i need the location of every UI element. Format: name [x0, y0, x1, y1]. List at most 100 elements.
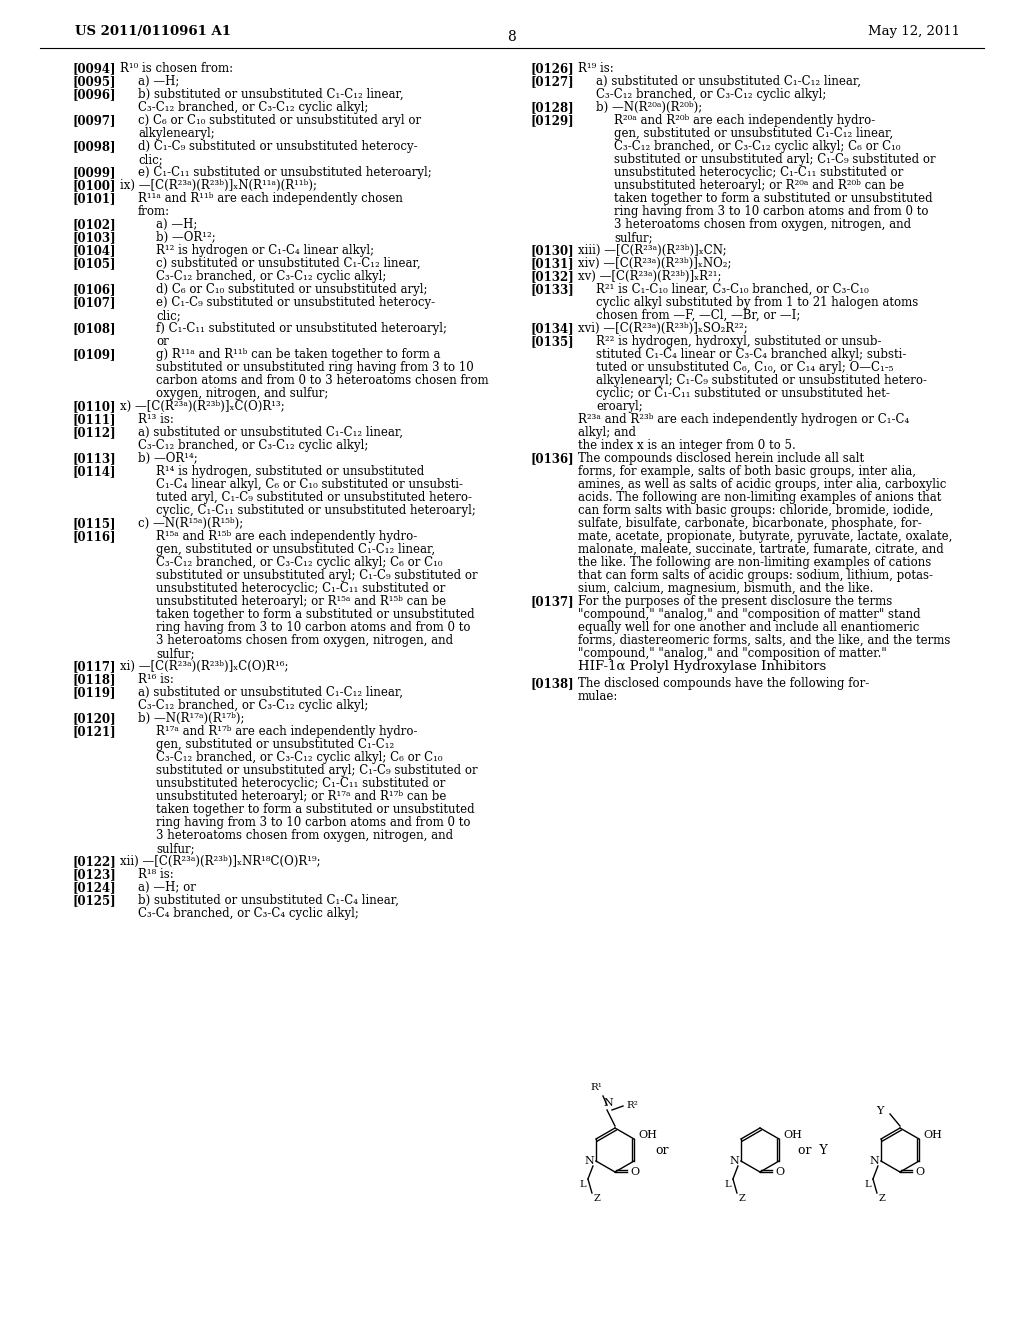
Text: OH: OH — [783, 1130, 802, 1140]
Text: unsubstituted heteroaryl; or R¹⁷ᵃ and R¹⁷ᵇ can be: unsubstituted heteroaryl; or R¹⁷ᵃ and R¹… — [156, 789, 446, 803]
Text: R²⁰ᵃ and R²⁰ᵇ are each independently hydro-: R²⁰ᵃ and R²⁰ᵇ are each independently hyd… — [614, 114, 876, 127]
Text: L: L — [580, 1180, 586, 1189]
Text: that can form salts of acidic groups: sodium, lithium, potas-: that can form salts of acidic groups: so… — [578, 569, 933, 582]
Text: xiv) —[C(R²³ᵃ)(R²³ᵇ)]ₓNO₂;: xiv) —[C(R²³ᵃ)(R²³ᵇ)]ₓNO₂; — [578, 257, 731, 271]
Text: alkylenearyl; C₁-C₉ substituted or unsubstituted hetero-: alkylenearyl; C₁-C₉ substituted or unsub… — [596, 374, 927, 387]
Text: sulfate, bisulfate, carbonate, bicarbonate, phosphate, for-: sulfate, bisulfate, carbonate, bicarbona… — [578, 517, 922, 531]
Text: stituted C₁-C₄ linear or C₃-C₄ branched alkyl; substi-: stituted C₁-C₄ linear or C₃-C₄ branched … — [596, 348, 906, 360]
Text: R²³ᵃ and R²³ᵇ are each independently hydrogen or C₁-C₄: R²³ᵃ and R²³ᵇ are each independently hyd… — [578, 413, 909, 426]
Text: a) —H;: a) —H; — [156, 218, 198, 231]
Text: f) C₁-C₁₁ substituted or unsubstituted heteroaryl;: f) C₁-C₁₁ substituted or unsubstituted h… — [156, 322, 447, 335]
Text: [0136]: [0136] — [530, 451, 573, 465]
Text: C₃-C₁₂ branched, or C₃-C₁₂ cyclic alkyl;: C₃-C₁₂ branched, or C₃-C₁₂ cyclic alkyl; — [156, 271, 386, 282]
Text: R¹³ is:: R¹³ is: — [138, 413, 174, 426]
Text: N: N — [729, 1156, 739, 1166]
Text: clic;: clic; — [156, 309, 181, 322]
Text: 3 heteroatoms chosen from oxygen, nitrogen, and: 3 heteroatoms chosen from oxygen, nitrog… — [156, 634, 454, 647]
Text: C₃-C₁₂ branched, or C₃-C₁₂ cyclic alkyl; C₆ or C₁₀: C₃-C₁₂ branched, or C₃-C₁₂ cyclic alkyl;… — [156, 751, 442, 764]
Text: R²² is hydrogen, hydroxyl, substituted or unsub-: R²² is hydrogen, hydroxyl, substituted o… — [596, 335, 882, 348]
Text: C₃-C₄ branched, or C₃-C₄ cyclic alkyl;: C₃-C₄ branched, or C₃-C₄ cyclic alkyl; — [138, 907, 358, 920]
Text: ring having from 3 to 10 carbon atoms and from 0 to: ring having from 3 to 10 carbon atoms an… — [156, 620, 470, 634]
Text: [0121]: [0121] — [72, 725, 116, 738]
Text: [0110]: [0110] — [72, 400, 116, 413]
Text: a) substituted or unsubstituted C₁-C₁₂ linear,: a) substituted or unsubstituted C₁-C₁₂ l… — [138, 686, 403, 700]
Text: or  Y: or Y — [798, 1143, 827, 1156]
Text: R²: R² — [626, 1101, 638, 1110]
Text: c) —N(R¹⁵ᵃ)(R¹⁵ᵇ);: c) —N(R¹⁵ᵃ)(R¹⁵ᵇ); — [138, 517, 244, 531]
Text: [0118]: [0118] — [72, 673, 116, 686]
Text: forms, diastereomeric forms, salts, and the like, and the terms: forms, diastereomeric forms, salts, and … — [578, 634, 950, 647]
Text: Y: Y — [877, 1106, 884, 1115]
Text: O: O — [915, 1167, 924, 1177]
Text: cyclic, C₁-C₁₁ substituted or unsubstituted heteroaryl;: cyclic, C₁-C₁₁ substituted or unsubstitu… — [156, 504, 476, 517]
Text: eroaryl;: eroaryl; — [596, 400, 643, 413]
Text: taken together to form a substituted or unsubstituted: taken together to form a substituted or … — [156, 609, 475, 620]
Text: [0103]: [0103] — [72, 231, 116, 244]
Text: [0099]: [0099] — [72, 166, 116, 180]
Text: ring having from 3 to 10 carbon atoms and from 0 to: ring having from 3 to 10 carbon atoms an… — [156, 816, 470, 829]
Text: [0126]: [0126] — [530, 62, 573, 75]
Text: cyclic; or C₁-C₁₁ substituted or unsubstituted het-: cyclic; or C₁-C₁₁ substituted or unsubst… — [596, 387, 890, 400]
Text: [0111]: [0111] — [72, 413, 116, 426]
Text: [0098]: [0098] — [72, 140, 116, 153]
Text: [0122]: [0122] — [72, 855, 116, 869]
Text: e) C₁-C₁₁ substituted or unsubstituted heteroaryl;: e) C₁-C₁₁ substituted or unsubstituted h… — [138, 166, 432, 180]
Text: For the purposes of the present disclosure the terms: For the purposes of the present disclosu… — [578, 595, 892, 609]
Text: C₃-C₁₂ branched, or C₃-C₁₂ cyclic alkyl;: C₃-C₁₂ branched, or C₃-C₁₂ cyclic alkyl; — [138, 700, 369, 711]
Text: xi) —[C(R²³ᵃ)(R²³ᵇ)]ₓC(O)R¹⁶;: xi) —[C(R²³ᵃ)(R²³ᵇ)]ₓC(O)R¹⁶; — [120, 660, 289, 673]
Text: [0113]: [0113] — [72, 451, 116, 465]
Text: [0108]: [0108] — [72, 322, 116, 335]
Text: O: O — [630, 1167, 639, 1177]
Text: forms, for example, salts of both basic groups, inter alia,: forms, for example, salts of both basic … — [578, 465, 916, 478]
Text: US 2011/0110961 A1: US 2011/0110961 A1 — [75, 25, 231, 38]
Text: sium, calcium, magnesium, bismuth, and the like.: sium, calcium, magnesium, bismuth, and t… — [578, 582, 873, 595]
Text: unsubstituted heteroaryl; or R²⁰ᵃ and R²⁰ᵇ can be: unsubstituted heteroaryl; or R²⁰ᵃ and R²… — [614, 180, 904, 191]
Text: alkyl; and: alkyl; and — [578, 426, 636, 440]
Text: Z: Z — [879, 1195, 886, 1203]
Text: [0101]: [0101] — [72, 191, 116, 205]
Text: the index x is an integer from 0 to 5.: the index x is an integer from 0 to 5. — [578, 440, 796, 451]
Text: d) C₆ or C₁₀ substituted or unsubstituted aryl;: d) C₆ or C₁₀ substituted or unsubstitute… — [156, 282, 427, 296]
Text: substituted or unsubstituted aryl; C₁-C₉ substituted or: substituted or unsubstituted aryl; C₁-C₉… — [614, 153, 936, 166]
Text: [0119]: [0119] — [72, 686, 116, 700]
Text: malonate, maleate, succinate, tartrate, fumarate, citrate, and: malonate, maleate, succinate, tartrate, … — [578, 543, 944, 556]
Text: alkylenearyl;: alkylenearyl; — [138, 127, 215, 140]
Text: R¹⁴ is hydrogen, substituted or unsubstituted: R¹⁴ is hydrogen, substituted or unsubsti… — [156, 465, 424, 478]
Text: [0120]: [0120] — [72, 711, 116, 725]
Text: a) substituted or unsubstituted C₁-C₁₂ linear,: a) substituted or unsubstituted C₁-C₁₂ l… — [138, 426, 403, 440]
Text: c) C₆ or C₁₀ substituted or unsubstituted aryl or: c) C₆ or C₁₀ substituted or unsubstitute… — [138, 114, 421, 127]
Text: or: or — [156, 335, 169, 348]
Text: taken together to form a substituted or unsubstituted: taken together to form a substituted or … — [156, 803, 475, 816]
Text: [0127]: [0127] — [530, 75, 573, 88]
Text: [0133]: [0133] — [530, 282, 573, 296]
Text: mate, acetate, propionate, butyrate, pyruvate, lactate, oxalate,: mate, acetate, propionate, butyrate, pyr… — [578, 531, 952, 543]
Text: xiii) —[C(R²³ᵃ)(R²³ᵇ)]ₓCN;: xiii) —[C(R²³ᵃ)(R²³ᵇ)]ₓCN; — [578, 244, 727, 257]
Text: The disclosed compounds have the following for-: The disclosed compounds have the followi… — [578, 677, 869, 690]
Text: unsubstituted heteroaryl; or R¹⁵ᵃ and R¹⁵ᵇ can be: unsubstituted heteroaryl; or R¹⁵ᵃ and R¹… — [156, 595, 446, 609]
Text: b) substituted or unsubstituted C₁-C₄ linear,: b) substituted or unsubstituted C₁-C₄ li… — [138, 894, 399, 907]
Text: xii) —[C(R²³ᵃ)(R²³ᵇ)]ₓNR¹⁸C(O)R¹⁹;: xii) —[C(R²³ᵃ)(R²³ᵇ)]ₓNR¹⁸C(O)R¹⁹; — [120, 855, 321, 869]
Text: [0096]: [0096] — [72, 88, 116, 102]
Text: b) substituted or unsubstituted C₁-C₁₂ linear,: b) substituted or unsubstituted C₁-C₁₂ l… — [138, 88, 403, 102]
Text: [0104]: [0104] — [72, 244, 116, 257]
Text: R¹⁹ is:: R¹⁹ is: — [578, 62, 613, 75]
Text: x) —[C(R²³ᵃ)(R²³ᵇ)]ₓC(O)R¹³;: x) —[C(R²³ᵃ)(R²³ᵇ)]ₓC(O)R¹³; — [120, 400, 285, 413]
Text: [0094]: [0094] — [72, 62, 116, 75]
Text: [0135]: [0135] — [530, 335, 573, 348]
Text: equally well for one another and include all enantiomeric: equally well for one another and include… — [578, 620, 920, 634]
Text: Z: Z — [594, 1195, 601, 1203]
Text: [0125]: [0125] — [72, 894, 116, 907]
Text: [0124]: [0124] — [72, 880, 116, 894]
Text: amines, as well as salts of acidic groups, inter alia, carboxylic: amines, as well as salts of acidic group… — [578, 478, 946, 491]
Text: [0109]: [0109] — [72, 348, 116, 360]
Text: 3 heteroatoms chosen from oxygen, nitrogen, and: 3 heteroatoms chosen from oxygen, nitrog… — [614, 218, 911, 231]
Text: L: L — [724, 1180, 731, 1189]
Text: [0138]: [0138] — [530, 677, 573, 690]
Text: b) —N(R²⁰ᵃ)(R²⁰ᵇ);: b) —N(R²⁰ᵃ)(R²⁰ᵇ); — [596, 102, 702, 114]
Text: unsubstituted heterocyclic; C₁-C₁₁ substituted or: unsubstituted heterocyclic; C₁-C₁₁ subst… — [614, 166, 903, 180]
Text: May 12, 2011: May 12, 2011 — [868, 25, 961, 38]
Text: [0112]: [0112] — [72, 426, 116, 440]
Text: R¹⁶ is:: R¹⁶ is: — [138, 673, 174, 686]
Text: Z: Z — [739, 1195, 745, 1203]
Text: ix) —[C(R²³ᵃ)(R²³ᵇ)]ₓN(R¹¹ᵃ)(R¹¹ᵇ);: ix) —[C(R²³ᵃ)(R²³ᵇ)]ₓN(R¹¹ᵃ)(R¹¹ᵇ); — [120, 180, 317, 191]
